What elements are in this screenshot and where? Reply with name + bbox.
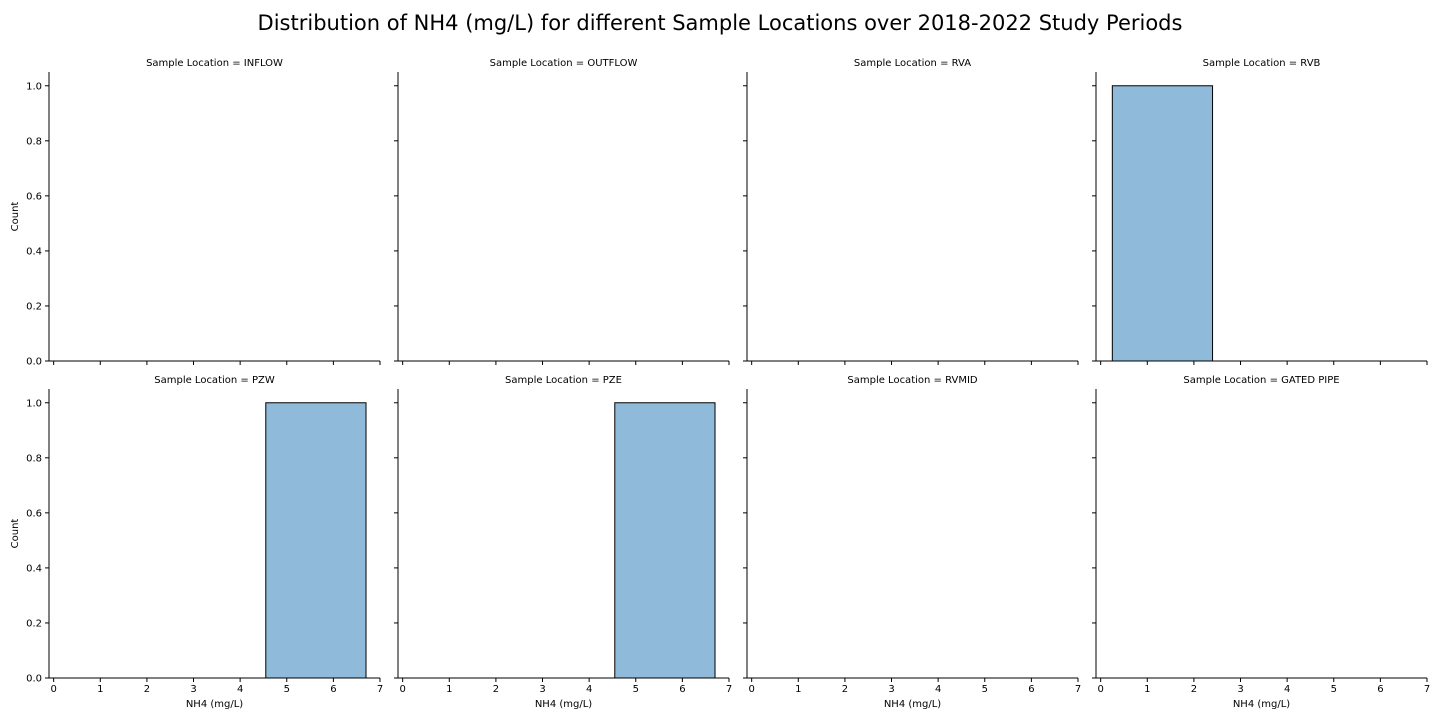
x-axis-label: NH4 (mg/L) bbox=[884, 699, 941, 710]
panel-title: Sample Location = RVMID bbox=[847, 375, 978, 386]
x-tick-label: 1 bbox=[446, 684, 452, 695]
facet-panels: Sample Location = INFLOW 0.0 0.2 0.4 0.6 0.8 1… bbox=[10, 58, 1430, 710]
panel-title: Sample Location = RVB bbox=[1203, 58, 1321, 69]
x-tick-label: 6 bbox=[1028, 684, 1034, 695]
x-tick-label: 4 bbox=[935, 684, 941, 695]
facet-panel: Sample Location = INFLOW 0.0 0.2 0.4 0.6 0.8 1… bbox=[10, 58, 381, 368]
x-tick-label: 0 bbox=[748, 684, 754, 695]
facet-panel: Sample Location = PZW 0.0 0.2 0.4 0.6 0.8 1.0 0… bbox=[10, 375, 383, 710]
histogram-bar bbox=[614, 402, 716, 679]
x-tick-label: 7 bbox=[377, 684, 383, 695]
x-tick-label: 4 bbox=[1284, 684, 1290, 695]
y-tick-label: 0.2 bbox=[26, 301, 42, 312]
y-tick-label: 0.4 bbox=[26, 246, 42, 257]
x-tick-label: 4 bbox=[586, 684, 592, 695]
x-tick-label: 6 bbox=[679, 684, 685, 695]
x-tick-label: 7 bbox=[1424, 684, 1430, 695]
y-tick-label: 0.6 bbox=[26, 508, 42, 519]
facet-panel: Sample Location = RVMID 0 1 2 3 4 5 6 7 NH4 (mg/L… bbox=[743, 375, 1081, 710]
panel-title: Sample Location = GATED PIPE bbox=[1183, 375, 1339, 386]
panel-title: Sample Location = PZE bbox=[505, 375, 622, 386]
facet-panel: Sample Location = GATED PIPE 0 1 2 3 4 5 6 7 NH4 … bbox=[1092, 375, 1430, 710]
x-tick-label: 1 bbox=[97, 684, 103, 695]
y-tick-label: 0.8 bbox=[26, 136, 42, 147]
facet-panel: Sample Location = PZE 0 1 2 3 4 5 6 7 NH4 (mg/L) bbox=[394, 375, 732, 710]
x-tick-label: 3 bbox=[1237, 684, 1243, 695]
x-tick-label: 6 bbox=[330, 684, 336, 695]
x-tick-label: 5 bbox=[1331, 684, 1337, 695]
x-tick-label: 6 bbox=[1377, 684, 1383, 695]
y-tick-label: 0.4 bbox=[26, 563, 42, 574]
x-axis-label: NH4 (mg/L) bbox=[186, 699, 243, 710]
x-tick-label: 4 bbox=[237, 684, 243, 695]
x-tick-label: 3 bbox=[190, 684, 196, 695]
x-tick-label: 3 bbox=[539, 684, 545, 695]
x-tick-label: 5 bbox=[284, 684, 290, 695]
panel-title: Sample Location = RVA bbox=[854, 58, 971, 69]
y-axis-label: Count bbox=[10, 202, 21, 232]
y-tick-label: 0.0 bbox=[26, 674, 42, 685]
x-tick-label: 2 bbox=[842, 684, 848, 695]
facet-panel: Sample Location = RVB bbox=[1092, 58, 1428, 365]
y-tick-label: 1.0 bbox=[26, 398, 42, 409]
x-tick-label: 2 bbox=[493, 684, 499, 695]
x-tick-label: 1 bbox=[795, 684, 801, 695]
facet-panel: Sample Location = OUTFLOW bbox=[394, 58, 730, 365]
x-tick-label: 3 bbox=[888, 684, 894, 695]
x-tick-label: 5 bbox=[633, 684, 639, 695]
panel-title: Sample Location = OUTFLOW bbox=[490, 58, 638, 69]
x-tick-label: 2 bbox=[1191, 684, 1197, 695]
y-tick-label: 1.0 bbox=[26, 81, 42, 92]
x-axis-label: NH4 (mg/L) bbox=[535, 699, 592, 710]
histogram-bar bbox=[265, 402, 367, 679]
histogram-bar bbox=[1111, 85, 1214, 362]
x-tick-label: 0 bbox=[50, 684, 56, 695]
x-tick-label: 7 bbox=[1075, 684, 1081, 695]
x-tick-label: 7 bbox=[726, 684, 732, 695]
panel-title: Sample Location = PZW bbox=[154, 375, 275, 386]
x-tick-label: 5 bbox=[982, 684, 988, 695]
x-tick-label: 0 bbox=[1097, 684, 1103, 695]
y-tick-label: 0.8 bbox=[26, 453, 42, 464]
x-axis-label: NH4 (mg/L) bbox=[1233, 699, 1290, 710]
y-axis-label: Count bbox=[10, 519, 21, 549]
y-tick-label: 0.0 bbox=[26, 357, 42, 368]
figure-title: Distribution of NH4 (mg/L) for different… bbox=[258, 11, 1183, 35]
y-tick-label: 0.2 bbox=[26, 618, 42, 629]
x-tick-label: 1 bbox=[1144, 684, 1150, 695]
panel-title: Sample Location = INFLOW bbox=[146, 58, 283, 69]
x-tick-label: 2 bbox=[144, 684, 150, 695]
facet-panel: Sample Location = RVA bbox=[743, 58, 1079, 365]
y-tick-label: 0.6 bbox=[26, 191, 42, 202]
x-tick-label: 0 bbox=[399, 684, 405, 695]
